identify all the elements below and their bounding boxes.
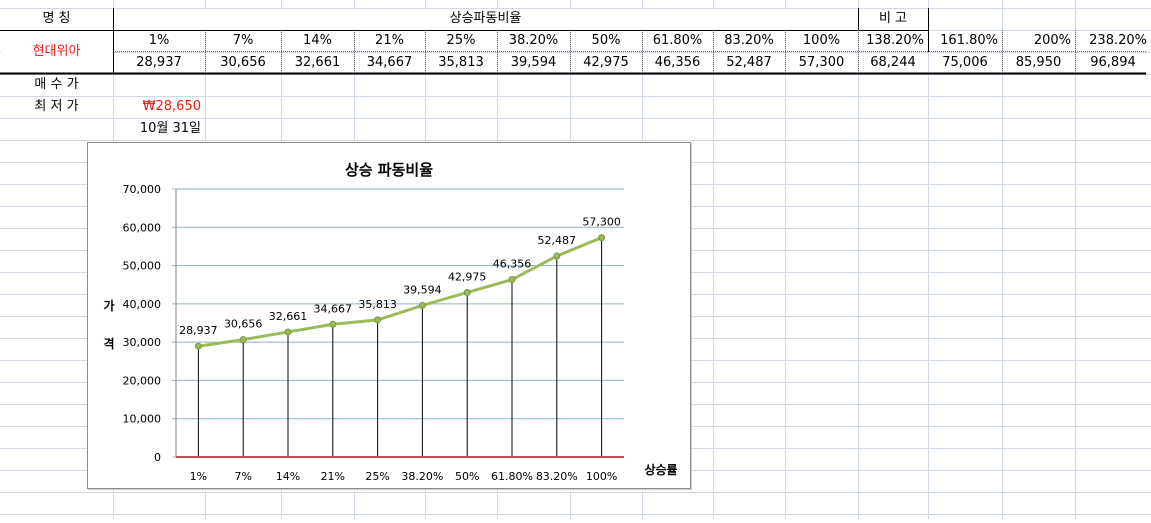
x-tick-label: 83.20%	[536, 470, 578, 483]
ratio-cell[interactable]: 238.20%	[1089, 33, 1147, 48]
price-cell[interactable]: 30,656	[220, 55, 266, 70]
x-tick-label: 21%	[321, 470, 345, 483]
ratio-cell[interactable]: 100%	[802, 33, 841, 48]
data-point	[553, 252, 561, 260]
data-point	[508, 276, 516, 284]
data-label: 30,656	[224, 318, 263, 331]
remark-header-cell[interactable]: 비 고	[858, 8, 928, 30]
data-label: 52,487	[538, 234, 577, 247]
x-tick-label: 38.20%	[401, 470, 443, 483]
low-price-value: ₩28,650	[142, 99, 201, 114]
price-cell[interactable]: 42,975	[583, 55, 629, 70]
company-name-text: 현대위아	[32, 44, 81, 59]
x-tick-label: 61.80%	[491, 470, 533, 483]
ratio-cell[interactable]: 83.20%	[724, 33, 774, 48]
y-tick-label: 60,000	[123, 221, 162, 234]
x-tick-label: 7%	[234, 470, 251, 483]
data-point	[374, 316, 382, 324]
ratio-cell[interactable]: 61.80%	[652, 33, 703, 48]
merged-company-fill	[1, 31, 112, 73]
price-cell[interactable]: 75,006	[942, 55, 988, 70]
data-point	[418, 301, 426, 309]
price-cell[interactable]: 28,937	[136, 55, 182, 70]
chart-title: 상승 파동비율	[345, 161, 433, 179]
data-label: 39,594	[403, 283, 442, 296]
name-header-text: 명 칭	[42, 11, 71, 26]
x-axis-label: 상승률	[644, 462, 677, 477]
x-tick-label: 100%	[586, 470, 617, 483]
low-price-label-cell[interactable]: 최 저 가	[0, 96, 113, 118]
data-point	[598, 234, 606, 242]
price-cell[interactable]: 46,356	[654, 55, 701, 70]
section-title-text: 상승파동비율	[449, 11, 522, 26]
data-label: 34,667	[314, 302, 353, 315]
ratio-cell[interactable]: 200%	[1033, 33, 1071, 48]
ratio-cell[interactable]: 138.20%	[866, 33, 924, 48]
x-tick-label: 25%	[365, 470, 389, 483]
y-tick-label: 40,000	[123, 298, 162, 311]
price-cell[interactable]: 85,950	[1015, 55, 1062, 70]
data-label: 46,356	[493, 258, 532, 271]
series-line	[198, 236, 603, 348]
ratio-cell[interactable]: 50%	[591, 33, 621, 48]
y-tick-label: 70,000	[123, 183, 162, 196]
y-axis-label: 격	[103, 336, 114, 351]
data-label: 57,300	[582, 216, 621, 229]
y-tick-label: 0	[154, 451, 161, 464]
data-point	[284, 328, 292, 336]
ratio-cell[interactable]: 25%	[446, 33, 476, 48]
data-label: 35,813	[358, 298, 397, 311]
data-label: 32,661	[269, 310, 308, 323]
ratio-cell[interactable]: 21%	[375, 33, 404, 48]
x-tick-label: 14%	[276, 470, 300, 483]
data-label: 42,975	[448, 270, 487, 283]
price-cell[interactable]: 32,661	[294, 55, 341, 70]
low-price-cell[interactable]: ₩28,650	[113, 96, 205, 118]
data-point	[329, 320, 337, 328]
company-name-cell[interactable]: 현대위아	[0, 30, 113, 74]
ratio-cell[interactable]: 161.80%	[940, 33, 998, 48]
price-cell[interactable]: 34,667	[366, 55, 413, 70]
ratio-cell[interactable]: 38.20%	[508, 33, 559, 48]
data-point	[463, 288, 471, 296]
buy-price-label-cell[interactable]: 매 수 가	[0, 74, 113, 96]
data-label: 28,937	[179, 324, 218, 337]
y-tick-label: 30,000	[123, 336, 162, 349]
data-point	[194, 342, 202, 350]
price-cell[interactable]: 68,244	[870, 55, 916, 70]
data-point	[239, 336, 247, 344]
date-value: 10월 31일	[139, 121, 201, 136]
y-axis-label: 가	[103, 298, 114, 313]
x-tick-label: 50%	[455, 470, 479, 483]
price-cell[interactable]: 39,594	[510, 55, 557, 70]
price-cell[interactable]: 57,300	[798, 55, 845, 70]
date-cell[interactable]: 10월 31일	[113, 118, 205, 140]
y-tick-label: 20,000	[123, 374, 162, 387]
section-title-cell[interactable]: 상승파동비율	[113, 8, 858, 30]
y-tick-label: 50,000	[123, 260, 162, 273]
ratio-cell[interactable]: 7%	[232, 33, 254, 48]
buy-price-label: 매 수 가	[34, 77, 79, 92]
y-tick-label: 10,000	[123, 413, 162, 426]
ratio-cell[interactable]: 1%	[148, 33, 170, 48]
ratio-cell[interactable]: 14%	[303, 33, 332, 48]
name-header-cell[interactable]: 명 칭	[0, 8, 113, 30]
price-cell[interactable]: 35,813	[438, 55, 484, 70]
line-chart: 상승 파동비율 0 10,000 20,000 30,000 40,000 50,000 60…	[103, 161, 677, 483]
price-cell[interactable]: 52,487	[726, 55, 772, 70]
chart-object[interactable]: 상승 파동비율 0 10,000 20,000 30,000 40,000 50,000 60…	[87, 142, 691, 489]
low-price-label: 최 저 가	[34, 99, 79, 114]
merged-title-fill	[114, 9, 857, 29]
price-cell[interactable]: 96,894	[1090, 55, 1136, 70]
remark-header-text: 비 고	[878, 11, 908, 26]
x-tick-label: 1%	[190, 470, 207, 483]
